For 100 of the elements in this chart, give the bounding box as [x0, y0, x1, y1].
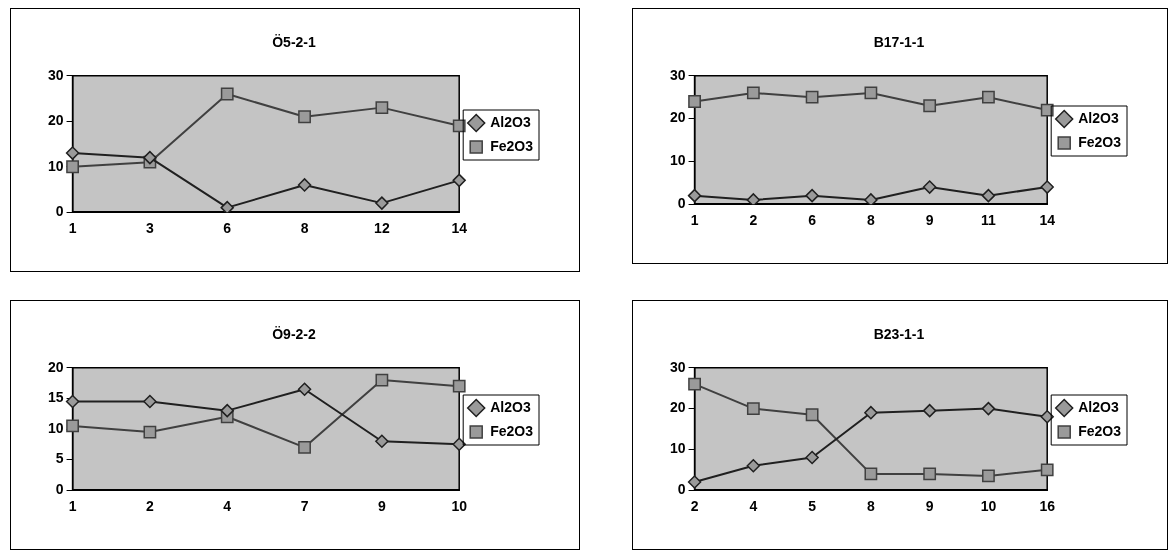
- legend-label: Al2O3: [490, 113, 531, 130]
- point: [375, 434, 389, 448]
- legend-label: Al2O3: [490, 398, 531, 415]
- point: [922, 180, 937, 194]
- point: [298, 440, 311, 454]
- point: [805, 90, 819, 104]
- chart-title: Ö9-2-2: [272, 326, 316, 343]
- legend-label: Al2O3: [1078, 398, 1119, 415]
- x-tick-label: 16: [1039, 498, 1056, 515]
- x-tick-label: 2: [146, 498, 154, 515]
- y-tick-label: 20: [669, 399, 686, 416]
- x-tick-label: 2: [690, 498, 699, 515]
- y-tick-label: 5: [55, 450, 64, 467]
- y-tick-label: 30: [669, 358, 686, 375]
- point: [66, 160, 79, 174]
- point: [688, 95, 701, 108]
- x-tick-label: 9: [925, 498, 934, 515]
- point: [297, 382, 312, 396]
- legend-label: Fe2O3: [1078, 422, 1122, 439]
- x-tick-label: 14: [451, 220, 468, 237]
- point: [143, 150, 157, 165]
- x-tick-label: 6: [808, 212, 817, 229]
- point: [220, 403, 234, 418]
- x-tick-label: 9: [925, 212, 934, 229]
- x-tick-label: 10: [980, 498, 997, 515]
- point: [746, 193, 761, 205]
- point: [220, 87, 234, 101]
- y-tick-label: 20: [47, 112, 64, 129]
- y-tick-label: 10: [669, 440, 686, 457]
- point: [687, 188, 702, 203]
- point: [297, 178, 312, 192]
- x-tick-label: 5: [808, 498, 817, 515]
- point: [805, 188, 819, 203]
- point: [864, 86, 878, 100]
- y-tick-label: 0: [677, 195, 686, 212]
- point: [452, 379, 466, 393]
- point: [746, 86, 760, 100]
- y-tick-label: 15: [47, 389, 64, 406]
- point: [805, 450, 819, 465]
- x-tick-label: 10: [451, 498, 468, 515]
- y-tick-label: 10: [669, 152, 686, 169]
- chart-title: B23-1-1: [873, 326, 925, 343]
- y-tick-label: 20: [669, 109, 686, 126]
- point: [981, 401, 996, 416]
- point: [923, 99, 937, 113]
- point: [805, 408, 819, 422]
- y-tick-label: 0: [55, 481, 64, 498]
- point: [864, 193, 878, 205]
- x-tick-label: 1: [68, 220, 77, 237]
- x-tick-label: 11: [981, 212, 997, 229]
- point: [864, 467, 878, 481]
- point: [143, 425, 157, 439]
- y-tick-label: 30: [47, 66, 64, 83]
- point: [452, 437, 466, 452]
- point: [452, 119, 466, 133]
- point: [143, 394, 157, 409]
- legend-label: Fe2O3: [490, 137, 534, 154]
- y-tick-label: 0: [677, 481, 686, 498]
- point: [375, 196, 389, 210]
- point: [452, 173, 466, 188]
- x-tick-label: 14: [1039, 212, 1056, 229]
- chart-title: Ö5-2-1: [272, 34, 316, 51]
- point: [687, 475, 702, 489]
- point: [375, 373, 389, 387]
- y-tick-label: 10: [47, 157, 64, 174]
- y-tick-label: 0: [55, 203, 64, 220]
- x-tick-label: 7: [300, 498, 309, 515]
- point: [65, 394, 80, 409]
- point: [688, 377, 701, 391]
- point: [864, 405, 878, 420]
- x-tick-label: 6: [223, 220, 232, 237]
- point: [982, 469, 995, 483]
- x-tick-label: 1: [690, 212, 699, 229]
- x-tick-label: 1: [68, 498, 77, 515]
- point: [923, 467, 937, 481]
- x-tick-label: 12: [374, 220, 390, 237]
- x-tick-label: 9: [377, 498, 386, 515]
- point: [65, 146, 80, 160]
- point: [746, 458, 761, 473]
- point: [1040, 463, 1054, 477]
- point: [66, 419, 79, 433]
- x-tick-label: 3: [146, 220, 154, 237]
- legend-label: Al2O3: [1078, 109, 1119, 126]
- point: [298, 110, 311, 124]
- y-tick-label: 20: [47, 358, 64, 375]
- x-tick-label: 4: [223, 498, 232, 515]
- chart-title: B17-1-1: [873, 34, 925, 51]
- point: [220, 200, 234, 213]
- x-tick-label: 4: [749, 498, 758, 515]
- x-tick-label: 8: [866, 498, 875, 515]
- point: [375, 101, 389, 115]
- y-tick-label: 10: [47, 419, 64, 436]
- x-tick-label: 8: [866, 212, 875, 229]
- point: [1040, 180, 1054, 194]
- x-tick-label: 8: [300, 220, 309, 237]
- x-tick-label: 2: [749, 212, 758, 229]
- legend-label: Fe2O3: [490, 422, 534, 439]
- point: [981, 188, 996, 203]
- point: [982, 90, 995, 104]
- legend-label: Fe2O3: [1078, 133, 1122, 150]
